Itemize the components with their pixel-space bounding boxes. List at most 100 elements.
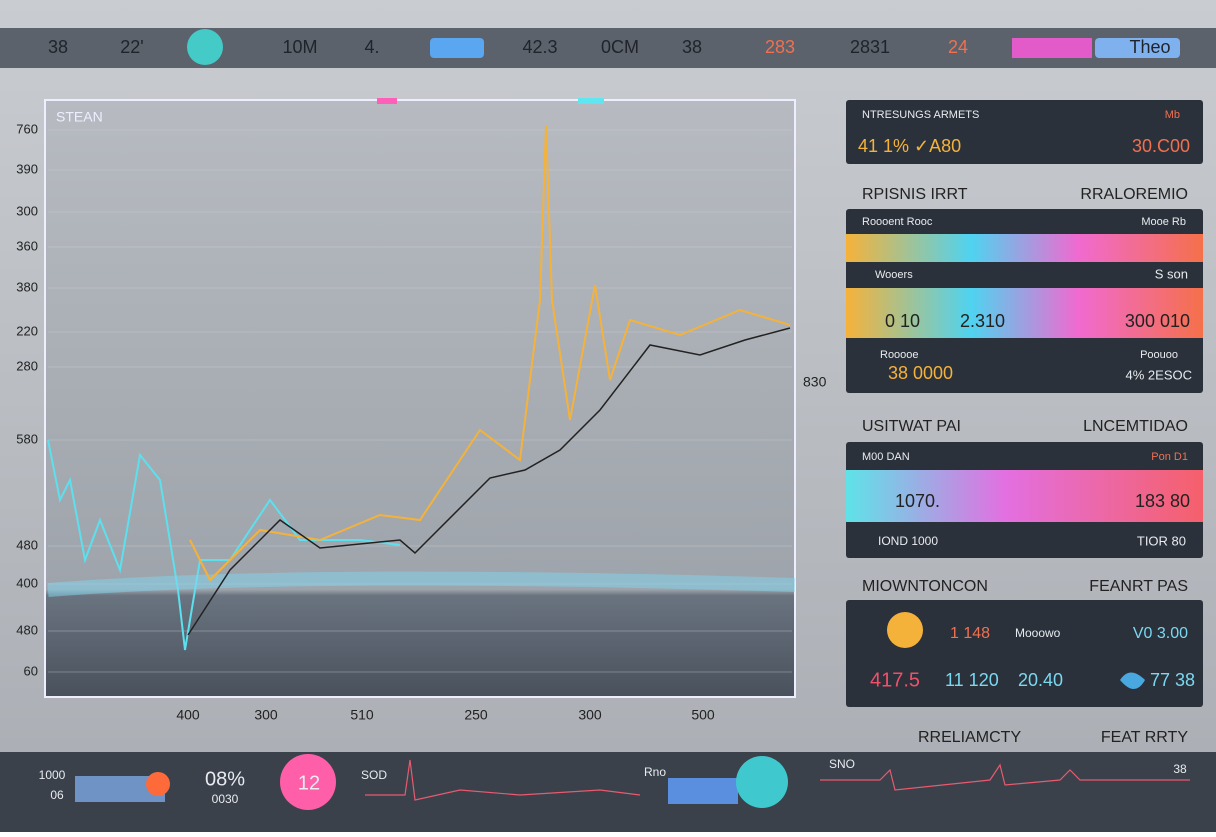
label: Rooooe (880, 349, 919, 361)
label: 4% 2ESOC (1126, 367, 1192, 382)
bottom-item: SOD (361, 768, 387, 782)
top-item: 24 (948, 37, 968, 57)
section-label: RRALOREMIO (1080, 186, 1188, 203)
section-label: RRELIAMCTY (918, 729, 1021, 746)
y-label: 360 (16, 238, 38, 253)
gradient-bar (846, 470, 1203, 522)
top-item: 2831 (850, 37, 890, 57)
bottom-item: 0030 (212, 792, 239, 806)
wave-orange (189, 124, 791, 582)
pill (430, 38, 484, 58)
y-label: 480 (16, 537, 38, 552)
label: 1070. (895, 491, 940, 511)
chart-title: STEAN (56, 109, 103, 125)
bottom-item: 1000 (39, 768, 66, 782)
label: 0 10 (885, 311, 920, 331)
card (846, 600, 1203, 707)
heart-icon (1120, 672, 1145, 689)
label: 77 38 (1150, 670, 1195, 690)
label: 20.40 (1018, 670, 1063, 690)
bottom-item: 08% (205, 768, 245, 790)
label: 11 120 (945, 670, 999, 690)
label: 300 010 (1125, 311, 1190, 331)
bottom-item: 38 (1173, 762, 1187, 776)
y-label: 580 (16, 431, 38, 446)
label: Poouoo (1140, 349, 1178, 361)
label: S son (1155, 266, 1188, 281)
label: Pon D1 (1151, 451, 1188, 463)
gradient-bar (846, 234, 1203, 262)
card-texts: NTRESUNGS ARMETS Mb 41 1% ✓A80 30.C00 RPISNI… (858, 109, 1195, 746)
label: 417.5 (870, 669, 920, 691)
top-item: 0CM (601, 37, 639, 57)
top-item: 4. (364, 37, 379, 57)
round-button[interactable] (736, 756, 788, 808)
top-items: 38 22' 10M 4. 42.3 0CM 38 283 2831 24 Theo (48, 37, 1171, 57)
x-label: 500 (691, 707, 715, 723)
label: Mooe Rb (1141, 216, 1186, 228)
top-item: Theo (1129, 37, 1170, 57)
bottom-item: Rno (644, 765, 666, 779)
top-item: 283 (765, 37, 795, 57)
section-label: FEANRT PAS (1089, 578, 1188, 595)
slider[interactable] (668, 778, 738, 804)
sun-icon (887, 612, 923, 648)
round-button[interactable] (280, 754, 336, 810)
x-label: 250 (464, 707, 488, 723)
label: V0 3.00 (1133, 625, 1188, 642)
gradient-bar (846, 288, 1203, 338)
label: TIOR 80 (1137, 533, 1186, 548)
label: Roooent Rooc (862, 216, 933, 228)
side-label: 830 (803, 374, 827, 390)
knob[interactable] (146, 772, 170, 796)
section-label: LNCEMTIDAO (1083, 418, 1188, 435)
label: NTRESUNGS ARMETS (862, 109, 979, 121)
label: 183 80 (1135, 491, 1190, 511)
ecg (365, 759, 1190, 801)
x-label: 400 (176, 707, 200, 723)
top-item: 10M (282, 37, 317, 57)
bottom-bar (0, 752, 1216, 832)
label: Wooers (875, 269, 913, 281)
x-label: 300 (578, 707, 602, 723)
label: IOND 1000 (878, 534, 938, 548)
section-label: MIOWNTONCON (862, 578, 988, 595)
wave-band (47, 571, 796, 597)
y-label: 220 (16, 323, 38, 338)
top-item: 42.3 (522, 37, 557, 57)
label: 38 0000 (888, 363, 953, 383)
y-label: 280 (16, 358, 38, 373)
chart-panel (44, 99, 796, 698)
bottom-items: 1000 06 08% 0030 12 SOD Rno SNO 38 (39, 757, 1187, 806)
marker (578, 98, 604, 104)
bottom-item: 06 (50, 788, 64, 802)
y-label: 760 (16, 121, 38, 136)
y-label: 400 (16, 575, 38, 590)
trend-line (187, 327, 791, 636)
marker (377, 98, 397, 104)
pill[interactable] (1095, 38, 1180, 58)
section-label: RPISNIS IRRT (862, 186, 968, 203)
y-label: 380 (16, 279, 38, 294)
x-label: 300 (254, 707, 278, 723)
label: 2.310 (960, 311, 1005, 331)
label: 30.C00 (1132, 136, 1190, 156)
section-label: USITWAT PAI (862, 418, 961, 435)
section-label: FEAT RRTY (1101, 729, 1188, 746)
pill (1012, 38, 1092, 58)
y-label: 60 (24, 663, 38, 678)
bottom-item: SNO (829, 757, 855, 771)
y-label: 390 (16, 161, 38, 176)
y-label: 300 (16, 203, 38, 218)
label: 1 148 (950, 625, 990, 642)
wave-cyan (47, 439, 401, 651)
label: M00 DAN (862, 451, 910, 463)
glow-icon (187, 29, 223, 65)
card (846, 100, 1203, 164)
top-item: 38 (682, 37, 702, 57)
top-item: 38 (48, 37, 68, 57)
label: Mooowo (1015, 626, 1061, 640)
x-label: 510 (350, 707, 374, 723)
